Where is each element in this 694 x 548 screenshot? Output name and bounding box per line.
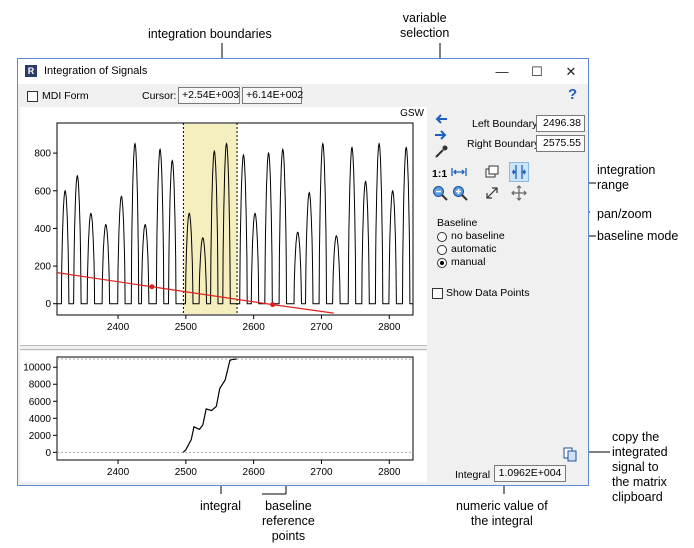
integral-value-field: 1.0962E+004 — [494, 465, 566, 482]
y-tick-label: 2000 — [29, 431, 52, 442]
integral-chart: 2400 2500 2600 2700 2800 0 2000 4000 6000 8000 100… — [23, 356, 414, 478]
baseline-none-label: no baseline — [451, 230, 505, 242]
baseline-automatic-label: automatic — [451, 243, 497, 255]
annotation-copy-integrated: copy the integrated signal to the matrix c… — [612, 430, 668, 504]
x-tick-label: 2800 — [378, 322, 401, 333]
integral-series-line — [182, 358, 237, 453]
x-tick-label: 2700 — [310, 322, 333, 333]
fit-width-icon[interactable] — [451, 164, 467, 180]
y-tick-label: 600 — [34, 186, 51, 197]
baseline-none-radio[interactable] — [437, 232, 447, 242]
range-select-icon — [512, 165, 526, 179]
x-tick-label: 2500 — [175, 322, 198, 333]
y-tick-label: 800 — [34, 149, 51, 160]
right-boundary-field[interactable]: 2575.55 — [536, 135, 585, 152]
baseline-line — [56, 272, 334, 314]
annotation-baseline-mode: baseline mode — [597, 229, 679, 243]
annotation-baseline-reference-points: baseline reference points — [262, 499, 315, 543]
x-tick-label: 2400 — [107, 467, 130, 478]
signal-series-line — [57, 141, 413, 305]
x-tick-label: 2600 — [243, 322, 266, 333]
mdi-form-checkbox[interactable] — [27, 91, 38, 102]
mdi-form-label: MDI Form — [42, 90, 89, 102]
zoom-out-icon[interactable] — [432, 185, 448, 201]
plot-frame — [56, 356, 414, 461]
close-button[interactable]: ✕ — [565, 64, 577, 79]
annotation-pan-zoom: pan/zoom — [597, 207, 652, 221]
baseline-reference-point — [149, 284, 155, 290]
minimize-button[interactable]: — — [495, 64, 509, 79]
arrow-right-icon[interactable] — [433, 127, 449, 143]
annotation-variable-selection: variable selection — [400, 11, 450, 40]
y-tick-label: 0 — [45, 448, 51, 459]
y-tick-label: 4000 — [29, 414, 52, 425]
x-tick-label: 2600 — [243, 467, 266, 478]
x-tick-label: 2800 — [378, 467, 401, 478]
y-tick-label: 10000 — [23, 363, 51, 374]
x-tick-label: 2400 — [107, 322, 130, 333]
cursor-x-field: +2.54E+003 — [178, 87, 240, 104]
baseline-automatic-radio[interactable] — [437, 245, 447, 255]
left-boundary-label: Left Boundary — [472, 118, 538, 130]
right-panel: Left Boundary 2496.38 Right Boundary 257… — [429, 107, 588, 485]
integral-label: Integral — [455, 469, 491, 481]
arrow-left-icon[interactable] — [433, 111, 449, 127]
range-select-button[interactable] — [509, 162, 529, 182]
toolbar: MDI Form Cursor: +2.54E+003 +6.14E+002 ? — [18, 84, 588, 110]
signal-chart: 2400 2500 2600 2700 2800 0 200 400 600 800 — [34, 122, 414, 333]
y-tick-label: 400 — [34, 224, 51, 235]
eyedropper-icon[interactable] — [433, 144, 449, 160]
y-tick-label: 200 — [34, 262, 51, 273]
pan-icon[interactable] — [511, 185, 527, 201]
zoom-in-icon[interactable] — [452, 185, 468, 201]
show-data-points-checkbox[interactable] — [432, 288, 443, 299]
annotation-integration-boundaries: integration boundaries — [148, 27, 272, 41]
baseline-reference-point — [270, 302, 276, 308]
integral-plot-pane: 2400 2500 2600 2700 2800 0 2000 4000 6000 8000 100… — [20, 351, 427, 482]
annotation-integration-range: integration range — [597, 163, 656, 192]
integration-window: R Integration of Signals — ☐ ✕ MDI Form … — [17, 58, 589, 486]
cursor-y-field: +6.14E+002 — [242, 87, 303, 104]
expand-icon[interactable] — [484, 185, 500, 201]
window-icon[interactable] — [484, 164, 500, 180]
title-bar: R Integration of Signals — ☐ ✕ — [18, 59, 588, 84]
left-boundary-field[interactable]: 2496.38 — [536, 115, 585, 132]
y-tick-label: 8000 — [29, 380, 52, 391]
copy-icon[interactable] — [562, 446, 578, 462]
plot-splitter[interactable] — [20, 345, 427, 350]
cursor-label: Cursor: — [142, 90, 177, 102]
y-tick-label: 6000 — [29, 397, 52, 408]
app-icon: R — [25, 65, 37, 77]
x-tick-label: 2500 — [175, 467, 198, 478]
help-button[interactable]: ? — [568, 86, 578, 103]
window-title: Integration of Signals — [44, 65, 148, 77]
variable-name-label: GSW — [400, 108, 424, 119]
y-tick-label: 0 — [45, 299, 51, 310]
signal-plot-pane: GSW 2400 2500 2600 2700 2800 0 200 400 600 800 — [20, 107, 427, 345]
baseline-manual-radio[interactable] — [437, 258, 447, 268]
maximize-button[interactable]: ☐ — [531, 64, 543, 79]
annotation-numeric-value: numeric value of the integral — [456, 499, 548, 528]
x-tick-label: 2700 — [310, 467, 333, 478]
plot-frame — [56, 122, 414, 316]
annotation-integral: integral — [200, 499, 241, 513]
zoom-reset-button[interactable]: 1:1 — [432, 168, 448, 180]
baseline-manual-label: manual — [451, 256, 486, 268]
baseline-heading: Baseline — [437, 217, 478, 229]
show-data-points-label: Show Data Points — [446, 287, 530, 299]
right-boundary-label: Right Boundary — [467, 138, 540, 150]
